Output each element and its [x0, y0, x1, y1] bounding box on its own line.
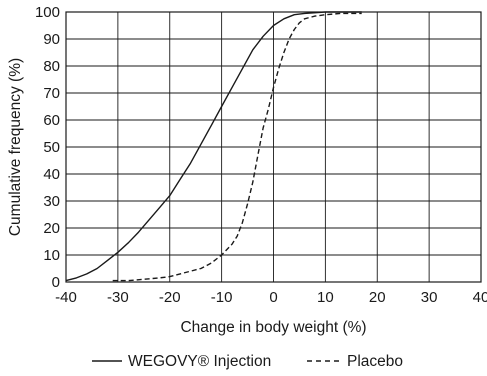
- y-tick-label: 40: [43, 166, 60, 183]
- x-tick-label: -10: [211, 289, 233, 306]
- y-tick-label: 50: [43, 139, 60, 156]
- x-tick-label: 20: [369, 289, 386, 306]
- y-tick-label: 30: [43, 193, 60, 210]
- x-tick-label: -30: [107, 289, 129, 306]
- x-tick-label: 30: [421, 289, 438, 306]
- x-tick-label: -20: [159, 289, 181, 306]
- y-tick-label: 60: [43, 112, 60, 129]
- legend-label-wegovy: WEGOVY® Injection: [128, 353, 271, 370]
- x-tick-label: 40: [473, 289, 487, 306]
- x-axis-label: Change in body weight (%): [180, 319, 366, 336]
- x-tick-label: 0: [269, 289, 277, 306]
- y-tick-label: 70: [43, 85, 60, 102]
- series: [65, 11, 362, 282]
- y-tick-label: 0: [52, 274, 60, 291]
- x-tick-label: -40: [55, 289, 77, 306]
- series-line-wegovy: [65, 11, 362, 282]
- legend: WEGOVY® Injection Placebo: [92, 353, 403, 370]
- tick-labels: -40 -30 -20 -10 0 10 20 30 40 0 10 20 30 40 50 60 70 80 90…: [35, 4, 487, 306]
- y-tick-label: 80: [43, 58, 60, 75]
- grid: [65, 11, 482, 283]
- x-tick-label: 10: [317, 289, 334, 306]
- legend-label-placebo: Placebo: [347, 353, 403, 370]
- y-tick-label: 90: [43, 31, 60, 48]
- y-axis-label: Cumulative frequency (%): [7, 58, 24, 236]
- y-tick-label: 10: [43, 247, 60, 264]
- plot-frame: [65, 11, 482, 283]
- y-tick-label: 100: [35, 4, 60, 21]
- y-tick-label: 20: [43, 220, 60, 237]
- series-line-placebo: [112, 12, 362, 282]
